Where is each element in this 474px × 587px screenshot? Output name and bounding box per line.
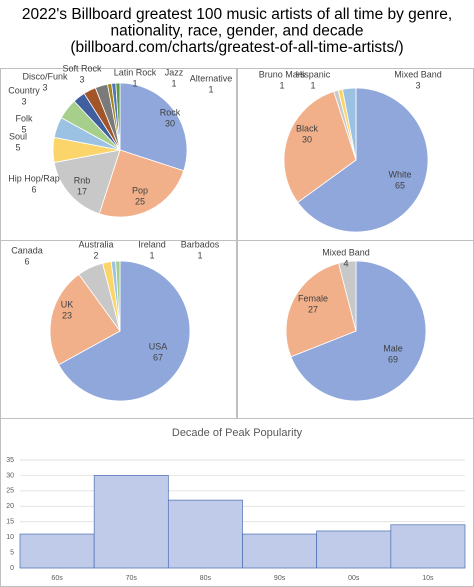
slice-label: UK [61,299,74,309]
slice-value: 30 [302,134,312,144]
slice-label: Rock [160,107,181,117]
slice-value: 23 [62,310,72,320]
slice-value: 69 [388,354,398,364]
slice-label: Male [383,343,403,353]
slice-label: Pop [132,185,148,195]
slice-value: 30 [165,118,175,128]
slice-label: Bruno Mars [259,69,306,79]
slice-label: Mixed Band [394,69,442,79]
slice-value: 3 [21,96,26,106]
slice-value: 65 [395,180,405,190]
slice-value: 3 [415,80,420,90]
pie-slice [290,260,427,402]
slice-label: Hip Hop/Rap [8,173,60,183]
bar [167,499,243,569]
pie-slice [53,149,121,215]
pie-slice [283,91,357,203]
slice-label: Alternative [190,73,233,83]
slice-label: Female [298,293,328,303]
slice-label: Latin Rock [114,67,157,77]
slice-value: 17 [77,186,87,196]
slice-value: 1 [279,80,284,90]
pie-slice [98,149,185,218]
slice-label: Rnb [74,175,91,185]
slice-value: 25 [135,196,145,206]
pie-slice [338,260,357,332]
slice-value: 3 [42,82,47,92]
x-tick-label: 10s [422,575,434,582]
slice-value: 3 [79,74,84,84]
y-tick-label: 20 [6,503,14,510]
slice-value: 1 [310,80,315,90]
y-tick-label: 35 [6,457,14,464]
slice-value: 1 [132,78,137,88]
pie-slice [49,273,121,366]
slice-value: 6 [24,256,29,266]
pie-slice [119,82,188,172]
y-tick-label: 15 [6,519,14,526]
slice-value: 5 [15,142,20,152]
y-tick-label: 25 [6,488,14,495]
slice-label: Disco/Funk [22,71,68,81]
slice-value: 1 [149,250,154,260]
y-tick-label: 10 [6,534,14,541]
slice-value: 1 [208,84,213,94]
bar [316,530,392,569]
x-tick-label: 00s [348,575,360,582]
slice-label: Soft Rock [62,63,102,73]
slice-label: Folk [15,113,33,123]
slice-value: 4 [343,258,348,268]
bar [19,533,95,569]
slice-label: Ireland [138,239,166,249]
x-tick-label: 90s [274,575,286,582]
x-tick-label: 70s [126,575,138,582]
slice-value: 27 [308,304,318,314]
bar [242,533,318,569]
pie-slice [115,260,121,332]
slice-label: Black [296,123,319,133]
x-tick-label: 80s [200,575,212,582]
page-title: 2022's Billboard greatest 100 music arti… [22,6,452,56]
bar [390,524,466,569]
y-tick-label: 0 [10,565,14,572]
pie-slice [285,262,357,358]
slice-label: Soul [9,131,27,141]
pie-slice [297,87,429,233]
slice-value: 5 [21,124,26,134]
slice-label: USA [149,341,168,351]
slice-label: Jazz [165,67,184,77]
pie-slice [342,87,357,161]
x-tick-label: 60s [51,575,63,582]
slice-label: Canada [11,245,43,255]
slice-value: 1 [197,250,202,260]
chart-title: Decade of Peak Popularity [172,427,303,439]
slice-label: Mixed Band [322,247,370,257]
slice-value: 6 [31,184,36,194]
y-tick-label: 5 [10,549,14,556]
y-tick-label: 30 [6,472,14,479]
pie-slice [58,260,191,402]
slice-value: 67 [153,352,163,362]
slice-value: 2 [93,250,98,260]
slice-label: Australia [78,239,113,249]
slice-label: Hispanic [296,69,331,79]
slice-label: White [388,169,411,179]
pie-slice [115,82,121,151]
bar [93,475,169,569]
slice-label: Barbados [181,239,220,249]
slice-value: 1 [171,78,176,88]
slice-label: Country [8,85,40,95]
